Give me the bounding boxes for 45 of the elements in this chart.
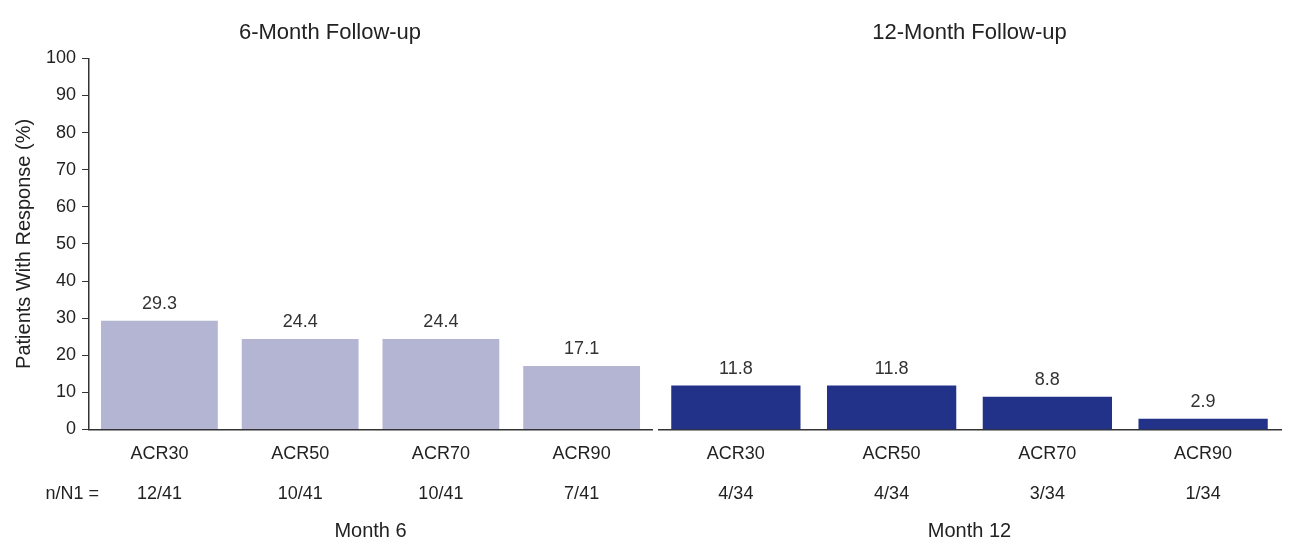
x-axis-title: Month 12 bbox=[927, 518, 1012, 541]
y-tick-label: 100 bbox=[45, 47, 77, 68]
data-label: 29.3 bbox=[141, 292, 177, 313]
y-tick-label: 60 bbox=[56, 195, 77, 216]
data-label: 8.8 bbox=[1034, 368, 1060, 389]
x-tick-label: ACR70 bbox=[1018, 443, 1077, 464]
y-axis-title: Patients With Response (%) bbox=[11, 118, 34, 369]
y-tick-label: 70 bbox=[56, 158, 77, 179]
bar bbox=[241, 338, 359, 429]
text: 10/41 bbox=[418, 483, 464, 504]
data-label: 24.4 bbox=[282, 310, 318, 331]
data-label: 11.8 bbox=[719, 357, 753, 378]
bar bbox=[101, 320, 218, 429]
y-tick-label: 0 bbox=[66, 418, 77, 439]
x-tick-label: ACR70 bbox=[411, 443, 470, 464]
y-tick-label: 20 bbox=[56, 344, 77, 365]
x-tick-label: ACR50 bbox=[271, 443, 330, 464]
y-tick-label: 10 bbox=[56, 381, 77, 402]
x-tick-label: ACR90 bbox=[552, 443, 611, 464]
y-tick-label: 90 bbox=[56, 84, 77, 105]
x-tick-label: ACR90 bbox=[1174, 443, 1233, 464]
text: n/N1 = bbox=[45, 483, 100, 504]
data-label: 24.4 bbox=[423, 310, 459, 331]
bar bbox=[382, 338, 500, 429]
text: 10/41 bbox=[277, 483, 323, 504]
text: 4/34 bbox=[718, 483, 754, 504]
bar bbox=[523, 365, 641, 429]
x-tick-label: ACR30 bbox=[130, 443, 189, 464]
text: 1/34 bbox=[1185, 483, 1221, 504]
chart-title: 6-Month Follow-up bbox=[238, 19, 422, 45]
y-tick-label: 30 bbox=[56, 307, 77, 328]
y-tick-label: 80 bbox=[56, 121, 77, 142]
chart-title: 12-Month Follow-up bbox=[872, 19, 1067, 45]
x-tick-label: ACR30 bbox=[706, 443, 765, 464]
x-axis-title: Month 6 bbox=[334, 518, 407, 541]
text: 12/41 bbox=[136, 483, 182, 504]
data-label: 2.9 bbox=[1190, 390, 1216, 411]
y-tick-label: 50 bbox=[56, 232, 77, 253]
text: 3/34 bbox=[1029, 483, 1065, 504]
text: 4/34 bbox=[874, 483, 910, 504]
x-tick-label: ACR50 bbox=[862, 443, 921, 464]
data-label: 17.1 bbox=[564, 337, 600, 358]
data-label: 11.8 bbox=[874, 357, 909, 378]
y-tick-label: 40 bbox=[56, 269, 77, 290]
text: 7/41 bbox=[564, 483, 600, 504]
